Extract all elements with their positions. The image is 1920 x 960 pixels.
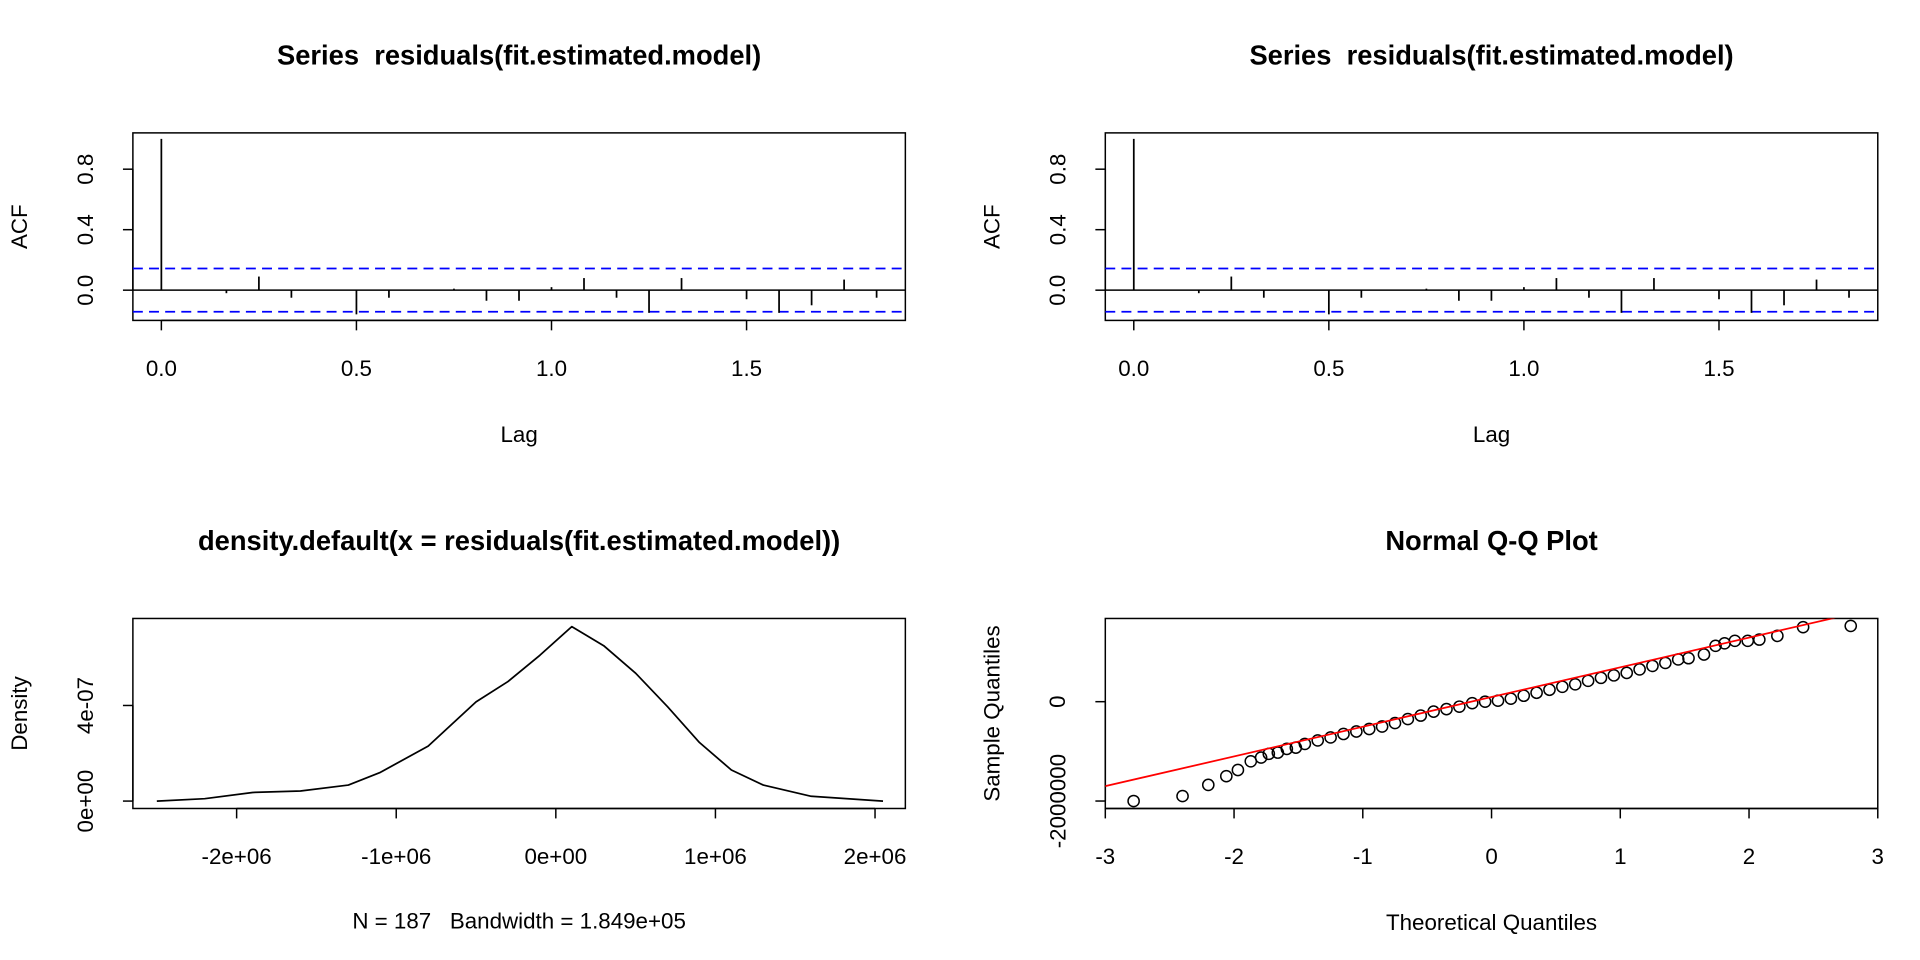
qq-point — [1530, 686, 1543, 700]
qq-point — [1478, 695, 1492, 709]
x-tick-label: -2 — [1224, 844, 1244, 869]
y-tick-label: 0e+00 — [73, 770, 98, 833]
x-tick-label: 0.0 — [1118, 356, 1149, 381]
x-axis-label: Lag — [500, 422, 537, 447]
chart-title: Series residuals(fit.estimated.model) — [1249, 39, 1733, 70]
qq-point — [1254, 751, 1268, 764]
qq-point — [1219, 769, 1233, 783]
qq-point — [1324, 731, 1337, 744]
x-tick-label: 3 — [1872, 844, 1884, 869]
qq-point — [1127, 794, 1140, 808]
qq-point — [1697, 648, 1711, 661]
qq-point — [1401, 712, 1415, 726]
qq-point — [1796, 620, 1810, 634]
y-tick-label: 0.0 — [73, 275, 98, 306]
y-tick-label: 0 — [1045, 695, 1070, 707]
chart-title: Normal Q-Q Plot — [1385, 525, 1597, 556]
y-axis-label: ACF — [7, 204, 32, 249]
y-axis-label: Sample Quantiles — [979, 625, 1004, 801]
x-tick-label: 1 — [1614, 844, 1626, 869]
qq-point — [1453, 700, 1466, 713]
qq-point — [1414, 709, 1428, 722]
qq-point — [1231, 763, 1245, 777]
chart-title: Series residuals(fit.estimated.model) — [277, 39, 761, 70]
x-tick-label: 0.0 — [146, 356, 177, 381]
density-curve — [156, 625, 884, 802]
x-axis-label: Theoretical Quantiles — [1386, 910, 1597, 935]
y-tick-label: 0.0 — [1045, 275, 1070, 306]
x-tick-label: 2 — [1743, 844, 1755, 869]
qq-point — [1581, 674, 1595, 688]
x-tick-label: -2e+06 — [202, 844, 272, 869]
y-axis-label: Density — [7, 675, 32, 750]
qq-point — [1362, 722, 1376, 736]
x-tick-label: 0.5 — [1313, 356, 1344, 381]
qq-point — [1298, 737, 1312, 751]
y-tick-label: 0.4 — [73, 214, 98, 245]
qq-point — [1280, 742, 1294, 756]
qq-point — [1659, 656, 1672, 670]
qq-point — [1388, 716, 1402, 730]
y-axis-label: ACF — [979, 204, 1004, 249]
qq-point — [1646, 659, 1659, 673]
x-tick-label: 1.0 — [536, 356, 567, 381]
qq-point — [1607, 669, 1621, 682]
plot-box — [1104, 617, 1879, 810]
qq-point — [1633, 663, 1646, 676]
x-tick-label: 0e+00 — [524, 844, 587, 869]
x-tick-label: 0 — [1485, 844, 1497, 869]
chart-title: density.default(x = residuals(fit.estima… — [198, 525, 840, 556]
x-tick-label: 0.5 — [341, 356, 372, 381]
y-tick-label: 0.8 — [1045, 154, 1070, 185]
plot-box — [132, 617, 907, 810]
x-tick-label: 1.5 — [731, 356, 762, 381]
qq-point — [1201, 778, 1215, 792]
x-tick-label: 1e+06 — [684, 844, 747, 869]
qq-point — [1620, 666, 1634, 680]
qq-line — [1105, 618, 1836, 787]
qq-point — [1311, 734, 1325, 747]
x-tick-label: 1.0 — [1508, 356, 1539, 381]
x-tick-label: -1e+06 — [361, 844, 431, 869]
x-tick-label: -3 — [1095, 844, 1115, 869]
qq-point — [1517, 689, 1531, 703]
qq-point — [1543, 683, 1556, 697]
qq-point — [1350, 725, 1363, 738]
qq-point — [1337, 727, 1350, 741]
qq-point — [1504, 692, 1518, 706]
y-tick-label: 0.4 — [1045, 214, 1070, 245]
x-axis-label: Lag — [1473, 422, 1510, 447]
qq-point — [1556, 680, 1569, 694]
qq-point — [1594, 671, 1608, 685]
qq-point — [1244, 754, 1258, 768]
y-tick-label: 4e-07 — [73, 677, 98, 734]
qq-point — [1568, 677, 1582, 691]
y-tick-label: -2000000 — [1045, 754, 1070, 848]
x-tick-label: 2e+06 — [844, 844, 907, 869]
y-tick-label: 0.8 — [73, 154, 98, 185]
qq-point — [1375, 720, 1389, 733]
qq-point — [1752, 633, 1766, 646]
qq-point — [1844, 619, 1858, 633]
subtitle: N = 187 Bandwidth = 1.849e+05 — [352, 909, 686, 934]
qq-point — [1176, 789, 1189, 803]
qq-point — [1728, 634, 1742, 648]
x-tick-label: 1.5 — [1703, 356, 1734, 381]
qq-point — [1682, 651, 1695, 665]
x-tick-label: -1 — [1353, 844, 1373, 869]
